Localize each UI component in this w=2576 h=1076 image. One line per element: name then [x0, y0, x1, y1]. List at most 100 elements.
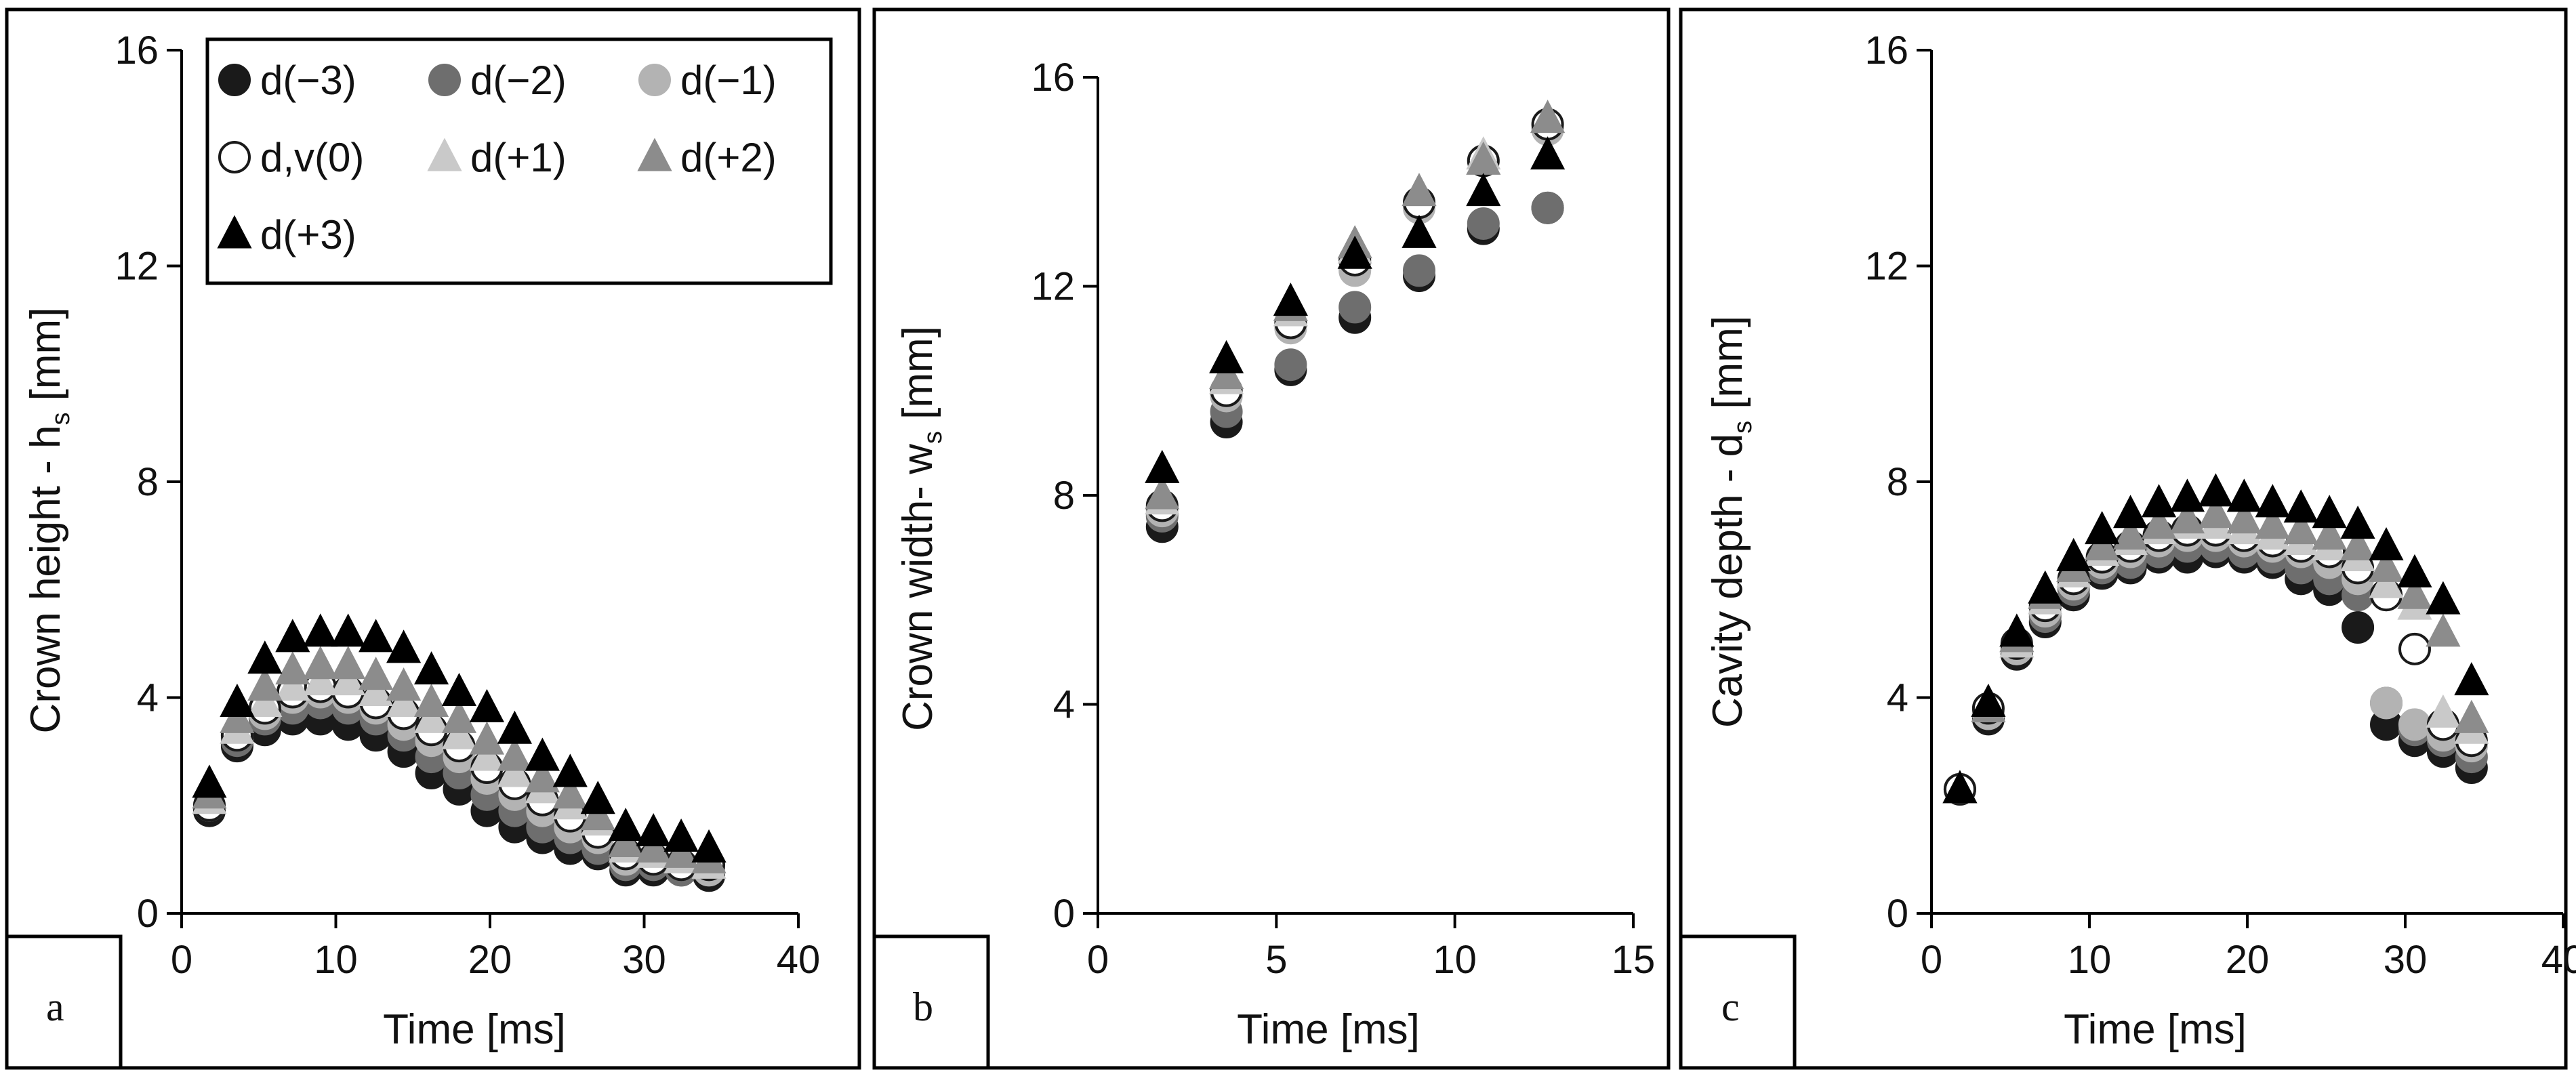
- panel-b-y-tick-label: 16: [1031, 56, 1075, 100]
- panel-c-y-tick-label: 4: [1887, 676, 1908, 720]
- panel-c-point-d-2: [2113, 516, 2148, 550]
- panel-c-x-tick-label: 30: [2384, 938, 2428, 982]
- panel-a-point-d-2: [525, 759, 560, 793]
- panel-c-point-d-2: [2085, 527, 2120, 561]
- panel-a-point-d-3: [636, 813, 671, 847]
- panel-a-point-d-1: [331, 662, 366, 696]
- panel-a-point-d-1: [247, 683, 283, 717]
- panel-a-x-tick-label: 0: [171, 938, 192, 982]
- panel-b-x-tick-label: 10: [1433, 938, 1477, 982]
- panel-a-point-d-2: [275, 651, 310, 685]
- legend-marker-d-v-0: [218, 141, 251, 173]
- panel-c-point-d-3: [2312, 495, 2347, 529]
- panel-b-y-tick-label: 0: [1053, 892, 1075, 936]
- panel-a-point-d-2: [413, 683, 449, 717]
- panel-a-point-d-3: [663, 818, 699, 852]
- panel-c-point-d-3: [2255, 484, 2290, 518]
- panel-a-point-d-1: [386, 683, 422, 717]
- panel-a-point-d-3: [331, 613, 366, 647]
- legend-marker-d-3: [217, 215, 252, 249]
- panel-b-letter-box: [872, 934, 990, 1070]
- panel-a-plot: 0 4 8 12 16 0 10 20 30 40: [115, 28, 820, 982]
- panel-a-point-d-3: [386, 629, 422, 663]
- panel-b-x-tick-label: 0: [1087, 938, 1109, 982]
- panel-b-point-d-3: [1209, 339, 1244, 373]
- panel-a-y-tick-label: 0: [137, 892, 159, 936]
- panel-a-point-d-3: [691, 829, 727, 863]
- panel-b-point-d-2: [1530, 100, 1566, 133]
- panel-c-point-d-3: [1971, 683, 2006, 717]
- legend-label-d-v-0: d,v(0): [260, 135, 364, 180]
- panel-c-point-d-2: [2283, 511, 2318, 545]
- panel-b-point-d-2: [1274, 348, 1307, 381]
- panel-a-point-d-3: [192, 764, 227, 798]
- panel-a-point-d-2: [636, 829, 671, 863]
- panel-b-point-d-2: [1338, 291, 1372, 324]
- panel-a-point-d-2: [580, 797, 615, 831]
- panel-c-point-d-2: [2454, 699, 2489, 733]
- panel-b-point-d-3: [1530, 136, 1566, 170]
- panel-a-point-d-3: [580, 781, 615, 814]
- panel-a-point-d-1: [359, 672, 394, 707]
- panel-c-y-axis-title: Cavity depth - ds [mm]: [1704, 316, 1757, 728]
- panel-a-frame: [5, 7, 861, 1070]
- panel-c-point-d-3: [1942, 770, 1978, 804]
- panel-c-point-d-3: [2397, 554, 2432, 587]
- panel-a-y-axis-title: Crown height - hs [mm]: [22, 308, 75, 734]
- legend-label-d-2: d(−2): [470, 58, 567, 103]
- legend-marker-d-1: [638, 64, 671, 96]
- panel-a-point-d-1: [303, 662, 338, 696]
- panel-a-point-d-2: [441, 699, 477, 733]
- legend: d(−3) d(−2) d(−1) d,v(0) d(+1) d(+2) d(+3): [205, 37, 833, 285]
- panel-a-letter: a: [46, 985, 64, 1029]
- panel-a-point-d-2: [386, 667, 422, 701]
- panel-b-point-d-3: [1145, 449, 1180, 483]
- panel-a-point-d-3: [441, 672, 477, 707]
- panel-a-point-d-2: [331, 646, 366, 680]
- legend-label-d-1: d(−1): [680, 58, 777, 103]
- legend-label-d-3: d(−3): [260, 58, 356, 103]
- legend-marker-d-1: [427, 138, 462, 171]
- panel-c-point-d-2: [2198, 495, 2233, 529]
- legend-item-d-1: d(+1): [427, 135, 567, 180]
- panel-a-y-tick-label: 16: [115, 28, 159, 73]
- legend-marker-d-2: [637, 138, 672, 171]
- panel-a-point-d-1: [441, 716, 477, 749]
- panel-c-point-d-3: [2056, 537, 2091, 571]
- panel-c: c Cavity depth - ds [mm] Time [ms] 0 4 8 12…: [1679, 7, 2576, 1070]
- panel-a-point-d-3: [247, 640, 283, 674]
- panel-c-x-tick-label: 20: [2226, 938, 2270, 982]
- legend-marker-d-3: [218, 64, 251, 96]
- panel-a-y-tick-label: 4: [137, 676, 159, 720]
- panel-b-point-d-3: [1337, 235, 1372, 269]
- panel-a-point-d-3: [220, 683, 255, 717]
- panel-c-point-d-v-0: [2398, 632, 2431, 665]
- panel-b-point-d-3: [1466, 173, 1501, 207]
- panel-a-point-d-2: [663, 834, 699, 868]
- panel-c-letter: c: [1721, 985, 1740, 1029]
- panel-b-point-d-3: [1273, 283, 1308, 316]
- panel-c-point-d-3: [2369, 527, 2404, 561]
- panel-c-point-d-2: [2255, 505, 2290, 539]
- panel-a-point-d-1: [275, 667, 310, 701]
- legend-item-d-3: d(−3): [218, 58, 356, 103]
- panel-c-series-d-3: [1942, 473, 2489, 804]
- legend-item-d-v-0: d,v(0): [218, 135, 364, 180]
- panel-b-y-tick-label: 8: [1053, 474, 1075, 518]
- panel-a-x-axis-title: Time [ms]: [383, 1006, 566, 1053]
- panel-c-point-d-2: [2312, 516, 2347, 550]
- panel-c-point-d-1: [2398, 708, 2431, 741]
- panel-c-plot: 0 4 8 12 16 0 10 20 30 40: [1864, 28, 2576, 982]
- panel-c-point-d-3: [2028, 570, 2063, 604]
- panel-c-point-d-3: [2198, 473, 2233, 507]
- panel-c-point-d-1: [2369, 564, 2404, 598]
- panel-c-point-d-3: [2342, 611, 2375, 644]
- panel-a-point-d-2: [497, 737, 532, 771]
- panel-a-point-d-3: [552, 753, 588, 787]
- panel-b-plot: 0 4 8 12 16 0 5 10 15: [1031, 56, 1655, 982]
- panel-a-point-d-3: [497, 710, 532, 744]
- panel-c-x-tick-label: 10: [2068, 938, 2112, 982]
- panel-a-point-d-2: [220, 699, 255, 733]
- legend-marker-d-2: [428, 64, 461, 96]
- panel-c-point-d-3: [2141, 484, 2177, 518]
